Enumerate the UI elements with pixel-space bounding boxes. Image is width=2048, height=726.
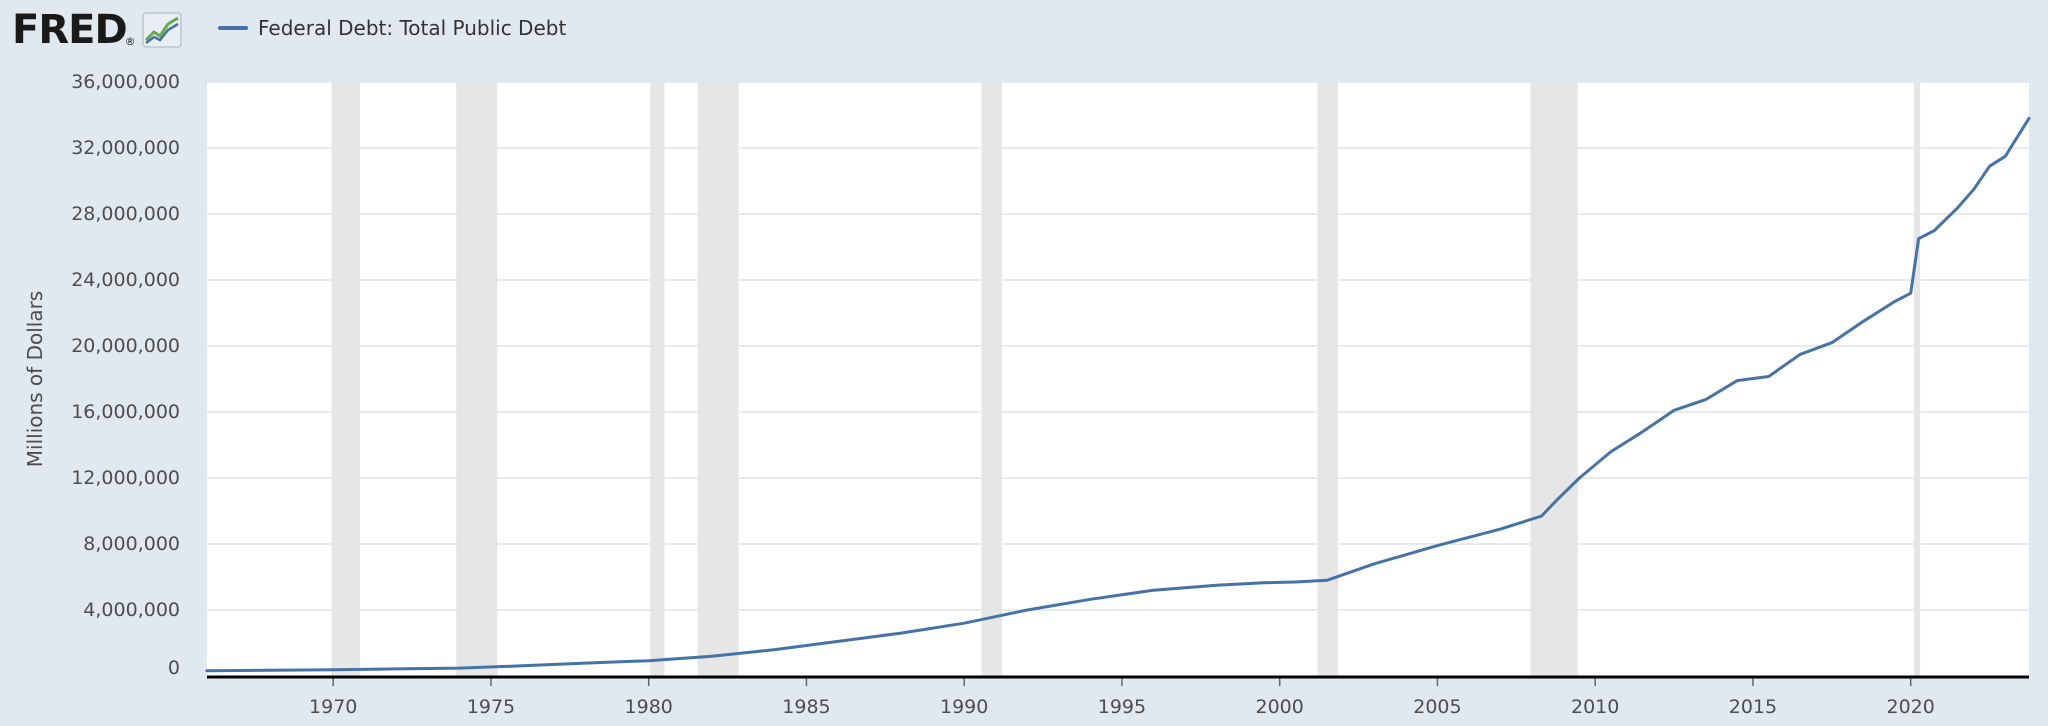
x-tick-label: 2020: [1887, 696, 1935, 718]
recession-band: [1530, 82, 1578, 676]
recession-band: [1913, 82, 1921, 676]
x-tick-label: 2010: [1571, 696, 1619, 718]
y-tick-label: 28,000,000: [71, 203, 180, 225]
recession-band: [456, 82, 498, 676]
x-tick-label: 1985: [782, 696, 830, 718]
x-tick-label: 1990: [940, 696, 988, 718]
chart-header: FRED ® Federal Debt: Total Public Debt: [0, 0, 2048, 60]
recession-band: [697, 82, 739, 676]
x-tick-label: 1995: [1098, 696, 1146, 718]
y-axis-label: Millions of Dollars: [23, 291, 47, 467]
plot-area: [207, 82, 2029, 676]
fred-logo-text: FRED: [12, 7, 128, 53]
registered-mark: ®: [124, 34, 136, 48]
y-tick-label: 0: [168, 657, 180, 679]
x-tick-label: 1975: [467, 696, 515, 718]
y-tick-label: 12,000,000: [71, 467, 180, 489]
recession-band: [981, 82, 1003, 676]
series-lines: [205, 116, 2031, 673]
recession-band: [650, 82, 665, 676]
fred-logo[interactable]: FRED ®: [12, 4, 182, 56]
legend-series-label: Federal Debt: Total Public Debt: [258, 16, 567, 40]
y-tick-label: 20,000,000: [71, 335, 180, 357]
chart-legend[interactable]: Federal Debt: Total Public Debt: [218, 16, 566, 40]
grid-lines: [207, 81, 2029, 611]
recession-band: [331, 82, 361, 676]
recession-bands: [331, 82, 1921, 676]
x-tick-label: 2000: [1256, 696, 1304, 718]
line-chart-icon: [141, 12, 182, 48]
y-tick-label: 36,000,000: [71, 71, 180, 93]
x-tick-label: 2015: [1729, 696, 1777, 718]
x-tick-label: 1980: [625, 696, 673, 718]
y-tick-label: 32,000,000: [71, 137, 180, 159]
y-axis-ticks: 0 4,000,000 8,000,000 12,000,000 16,000,000 2…: [71, 71, 180, 679]
series-line-total-public-debt: [205, 116, 2031, 673]
legend-line-swatch: [218, 26, 248, 30]
y-tick-label: 8,000,000: [83, 533, 180, 555]
x-tick-label: 2005: [1413, 696, 1461, 718]
y-tick-label: 4,000,000: [83, 599, 180, 621]
y-tick-label: 24,000,000: [71, 269, 180, 291]
recession-band: [1317, 82, 1339, 676]
x-axis-ticks: 1970 1975 1980 1985 1990 1995 2000 2005 2010 2015…: [309, 676, 1935, 718]
x-tick-label: 1970: [309, 696, 357, 718]
y-tick-label: 16,000,000: [71, 401, 180, 423]
